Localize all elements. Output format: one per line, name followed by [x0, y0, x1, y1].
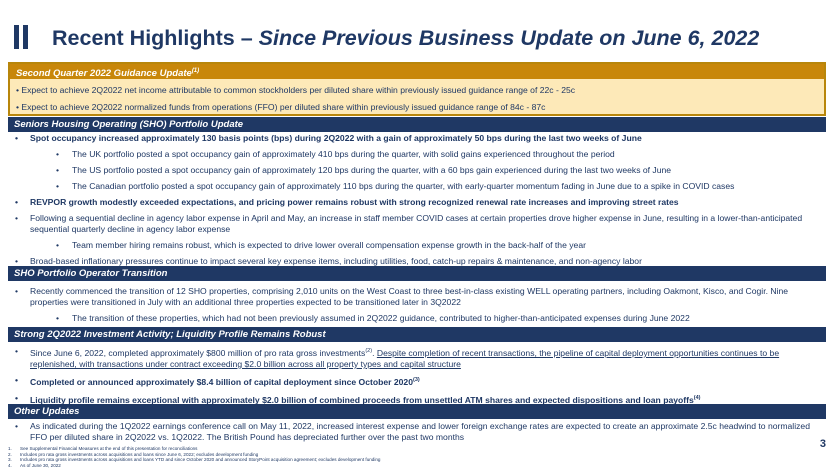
list-item: Liquidity profile remains exceptional wi… — [8, 393, 826, 406]
list-item: Completed or announced approximately $8.… — [8, 375, 826, 388]
list-item: Recently commenced the transition of 12 … — [8, 286, 826, 308]
guidance-item: • Expect to achieve 2Q2022 normalized fu… — [16, 102, 546, 112]
footnote-ref: (3) — [413, 376, 420, 383]
company-logo — [14, 25, 30, 49]
guidance-header-footnote: (1) — [191, 68, 200, 74]
logo-bar-left — [14, 25, 19, 49]
footnote-ref: (4) — [693, 394, 701, 401]
list-item: Spot occupancy increased approximately 1… — [8, 133, 826, 144]
investment-list: Since June 6, 2022, completed approximat… — [8, 346, 826, 412]
investment-text: Liquidity profile remains exceptional wi… — [30, 394, 694, 405]
footnote: 4. As of June 30, 2022 — [8, 463, 380, 469]
investment-text: Since June 6, 2022, completed approximat… — [30, 347, 366, 358]
section-header-operator-transition: SHO Portfolio Operator Transition — [8, 266, 826, 281]
footnote: 3. Includes pro rata gross investments ac… — [8, 457, 380, 463]
investment-text: Completed or announced approximately $8.… — [30, 376, 413, 387]
footnote-number: 1. — [8, 446, 12, 451]
guidance-header: Second Quarter 2022 Guidance Update(1) — [10, 64, 824, 79]
footnotes: 1. See Supplemental Financial Measures at… — [8, 446, 380, 468]
list-item: The UK portfolio posted a spot occupancy… — [8, 149, 826, 160]
title-italic: Since Previous Business Update on June 6… — [258, 26, 760, 50]
list-item: The US portfolio posted a spot occupancy… — [8, 165, 826, 176]
guidance-item-text: Expect to achieve 2Q2022 normalized fund… — [21, 102, 546, 112]
list-item: Team member hiring remains robust, which… — [8, 240, 826, 251]
footnote-ref: (2) — [365, 348, 373, 354]
other-updates-list: As indicated during the 1Q2022 earnings … — [8, 421, 826, 449]
page-number: 3 — [819, 438, 826, 450]
guidance-item-text: Expect to achieve 2Q2022 net income attr… — [21, 85, 576, 95]
pipeline-note: Despite completion of recent transaction… — [30, 347, 780, 369]
section-header-sho-portfolio: Seniors Housing Operating (SHO) Portfoli… — [8, 117, 826, 132]
investment-separator: . — [372, 347, 377, 358]
list-item: Broad-based inflationary pressures conti… — [8, 256, 826, 267]
list-item: REVPOR growth modestly exceeded expectat… — [8, 197, 826, 208]
list-item: Following a sequential decline in agency… — [8, 213, 826, 235]
footnote-text: Includes pro rata gross investments acro… — [20, 451, 259, 457]
list-item: As indicated during the 1Q2022 earnings … — [8, 421, 826, 443]
title-main: Recent Highlights – — [52, 26, 259, 50]
guidance-list: • Expect to achieve 2Q2022 net income at… — [10, 79, 824, 116]
list-item: The transition of these properties, whic… — [8, 313, 826, 324]
footnote-number: 2. — [8, 451, 12, 457]
section-header-other-updates: Other Updates — [8, 404, 826, 419]
page-title: Recent Highlights – Since Previous Busin… — [52, 26, 759, 51]
footnote-text: Includes pro rata gross investments acro… — [20, 457, 381, 463]
sho-portfolio-list: Spot occupancy increased approximately 1… — [8, 133, 826, 273]
footnote: 2. Includes pro rata gross investments ac… — [8, 452, 380, 458]
guidance-header-text: Second Quarter 2022 Guidance Update — [16, 68, 192, 80]
operator-transition-list: Recently commenced the transition of 12 … — [8, 286, 826, 330]
list-item: The Canadian portfolio posted a spot occ… — [8, 181, 826, 192]
section-header-investment: Strong 2Q2022 Investment Activity; Liqui… — [8, 327, 826, 342]
footnote-number: 3. — [8, 457, 12, 463]
guidance-box: Second Quarter 2022 Guidance Update(1) •… — [8, 62, 826, 116]
footnote-text: As of June 30, 2022 — [20, 462, 61, 468]
list-item: Since June 6, 2022, completed approximat… — [8, 346, 826, 370]
footnote: 1. See Supplemental Financial Measures at… — [8, 446, 380, 452]
guidance-item: • Expect to achieve 2Q2022 net income at… — [16, 85, 576, 95]
logo-bar-right — [23, 25, 28, 49]
footnote-number: 4. — [8, 462, 12, 468]
footnote-text: See Supplemental Financial Measures at t… — [20, 446, 198, 451]
